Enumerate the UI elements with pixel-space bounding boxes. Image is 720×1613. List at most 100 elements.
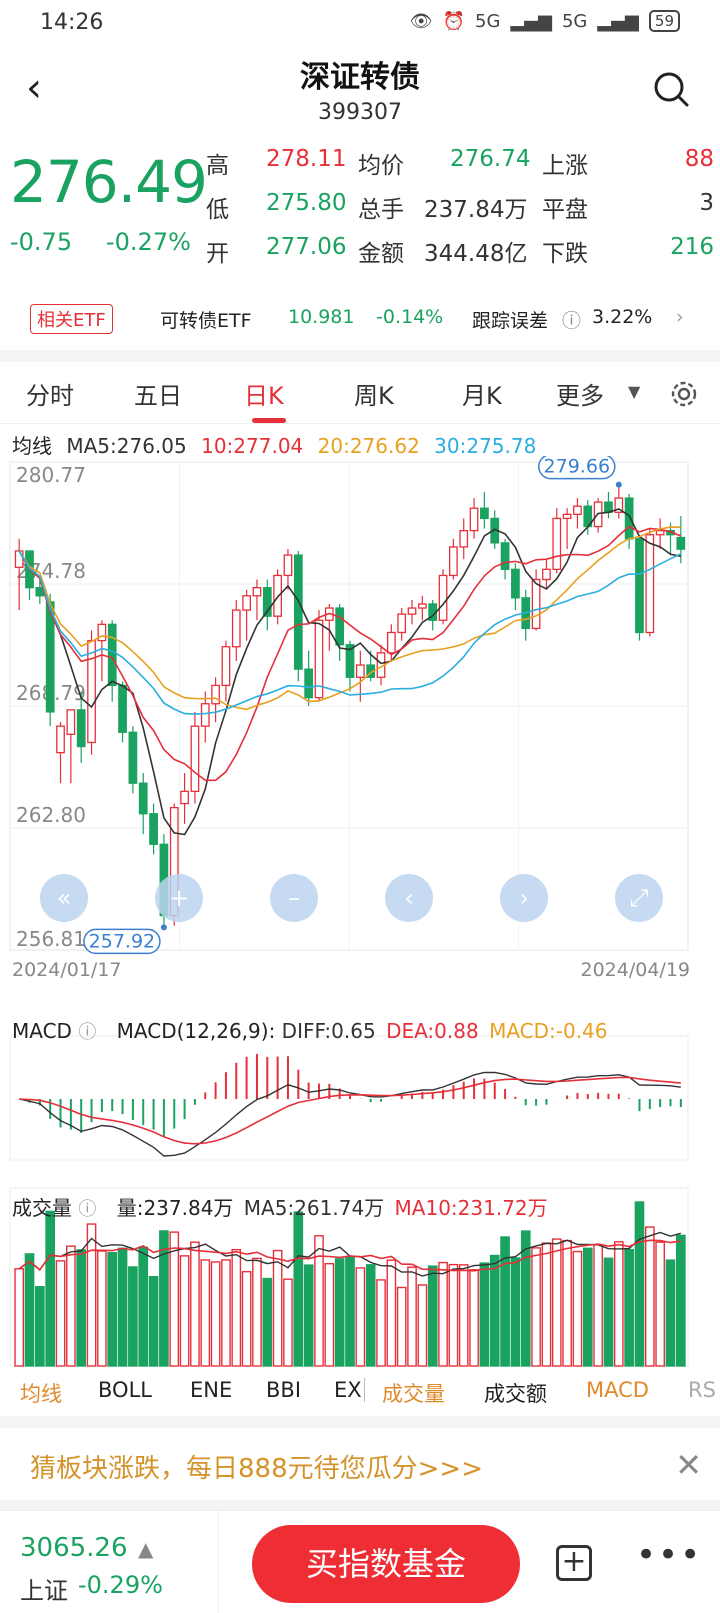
gear-icon[interactable] (668, 378, 700, 410)
volume-bar (438, 1261, 448, 1367)
info-icon[interactable]: ⓘ (562, 310, 582, 332)
min-price-dot (160, 924, 167, 931)
ma10-value: 10:277.04 (201, 434, 304, 458)
volume-bar (479, 1262, 490, 1367)
index-code: 399307 (318, 100, 402, 125)
zoom-out-icon[interactable] (270, 874, 318, 922)
tab-daily-k[interactable]: 日K (244, 382, 284, 410)
ma5-value: MA5:276.05 (66, 434, 187, 458)
candle-body (335, 607, 345, 646)
ma30-line (18, 550, 682, 715)
promo-banner[interactable]: 猜板块涨跌，每日888元待您瓜分>>> ✕ (0, 1428, 720, 1504)
tab-more[interactable]: 更多 (556, 382, 604, 410)
more-icon[interactable]: ••• (636, 1535, 703, 1575)
sh-index-change: -0.29% (78, 1571, 163, 1599)
volume-bar (97, 1250, 107, 1367)
buy-index-fund-button[interactable]: 买指数基金 (252, 1525, 520, 1603)
down-count: 216 (670, 234, 714, 260)
divider-2 (0, 1416, 720, 1428)
volume-bar (572, 1250, 583, 1367)
volume-bar (293, 1211, 304, 1367)
scroll-left-icon-glyph: ‹ (404, 884, 414, 912)
volume-bar (613, 1241, 624, 1367)
volume-bar (24, 1253, 35, 1367)
candle-body (107, 623, 117, 687)
header: ‹ 深证转债 399307 (0, 48, 720, 134)
volume-bar (35, 1286, 45, 1367)
back-chevron-icon[interactable]: ‹ (26, 65, 42, 111)
search-icon[interactable] (652, 70, 690, 108)
up-count: 88 (684, 146, 714, 172)
ind-tab-amount[interactable]: 成交额 (484, 1382, 547, 1406)
candle-body (624, 497, 634, 540)
volume-bar (169, 1231, 180, 1367)
volume-bar (117, 1247, 128, 1367)
tab-intraday[interactable]: 分时 (26, 382, 74, 410)
low-label: 低 (206, 197, 229, 223)
related-etf-row[interactable]: 相关ETF 可转债ETF 10.981 -0.14% 跟踪误差 ⓘ 3.22% … (0, 290, 720, 350)
scroll-left-icon[interactable] (385, 874, 433, 922)
ind-tab-bbi[interactable]: BBI (266, 1378, 302, 1402)
tab-five-day[interactable]: 五日 (134, 382, 182, 410)
volume-bar (76, 1249, 87, 1367)
zoom-rewind-icon-glyph: « (57, 884, 72, 912)
ind-tab-volume[interactable]: 成交量 (382, 1382, 445, 1406)
zoom-out-icon-glyph: – (288, 884, 300, 912)
y-tick-label: 256.81 (16, 927, 86, 951)
kline-chart[interactable]: 280.77274.78268.79262.80256.81279.66257.… (0, 456, 720, 1371)
ma30-value: 30:275.78 (434, 434, 537, 458)
macd-diff-line (19, 1071, 681, 1157)
chevron-right-icon[interactable]: › (676, 306, 684, 328)
open-value: 277.06 (266, 234, 347, 260)
candle-body (56, 725, 65, 754)
volume-bar (200, 1259, 211, 1367)
scroll-right-icon[interactable] (500, 874, 548, 922)
volume-bar (396, 1286, 407, 1367)
up-count-label: 上涨 (542, 153, 588, 179)
candle-body (283, 554, 293, 577)
ind-tab-ene[interactable]: ENE (190, 1378, 233, 1402)
add-watchlist-icon[interactable]: + (556, 1545, 592, 1581)
y-tick-label: 262.80 (16, 803, 86, 827)
volume-bar (107, 1252, 118, 1367)
quote-panel: 276.49 -0.75 -0.27% 高 278.11 低 275.80 开 … (0, 140, 720, 280)
dropdown-arrow-icon[interactable]: ▼ (628, 382, 641, 401)
triangle-up-icon: ▲ (138, 1537, 154, 1561)
candle-body (190, 725, 200, 792)
ind-tab-macd[interactable]: MACD (586, 1378, 649, 1402)
zoom-in-icon[interactable] (155, 874, 203, 922)
volume-bar (148, 1275, 159, 1367)
signal-bars-icon-2: ▂▄▆ (597, 10, 639, 32)
macd-params: MACD(12,26,9): (116, 1019, 276, 1043)
ind-tab-boll[interactable]: BOLL (98, 1378, 152, 1402)
high-value: 278.11 (266, 146, 347, 172)
fullscreen-icon[interactable] (615, 874, 663, 922)
volume-legend: 成交量 ⓘ 量:237.84万 MA5:261.74万 MA10:231.72万 (12, 1192, 548, 1221)
promo-text[interactable]: 猜板块涨跌，每日888元待您瓜分>>> (30, 1454, 483, 1484)
candle-body (149, 813, 158, 845)
candle-body (397, 613, 407, 634)
help-icon-2[interactable]: ⓘ (78, 1199, 97, 1220)
ind-tab-rsi[interactable]: RS (688, 1378, 716, 1402)
scroll-right-icon-glyph: › (519, 884, 529, 912)
flat-count-label: 平盘 (542, 197, 588, 223)
volume-bar (489, 1254, 500, 1367)
zoom-rewind-icon[interactable] (40, 874, 88, 922)
help-icon[interactable]: ⓘ (78, 1022, 97, 1043)
price-change-pct: -0.27% (106, 228, 191, 256)
volume-bar (520, 1230, 531, 1367)
tab-weekly-k[interactable]: 周K (354, 382, 394, 410)
min-price-label: 257.92 (89, 930, 155, 952)
candle-body (211, 684, 220, 705)
candle-body (459, 529, 469, 548)
tab-monthly-k[interactable]: 月K (462, 382, 502, 410)
volume-bar (448, 1263, 459, 1367)
down-count-label: 下跌 (542, 241, 588, 267)
candle-body (500, 542, 510, 570)
ind-tab-ma[interactable]: 均线 (20, 1382, 62, 1406)
tracking-error-value: 3.22% (592, 306, 653, 328)
volume-label: 成交量 (12, 1196, 72, 1220)
close-icon[interactable]: ✕ (675, 1446, 702, 1484)
ind-tab-ex[interactable]: EX (334, 1378, 365, 1402)
sh-index-value[interactable]: 3065.26 (20, 1533, 128, 1563)
